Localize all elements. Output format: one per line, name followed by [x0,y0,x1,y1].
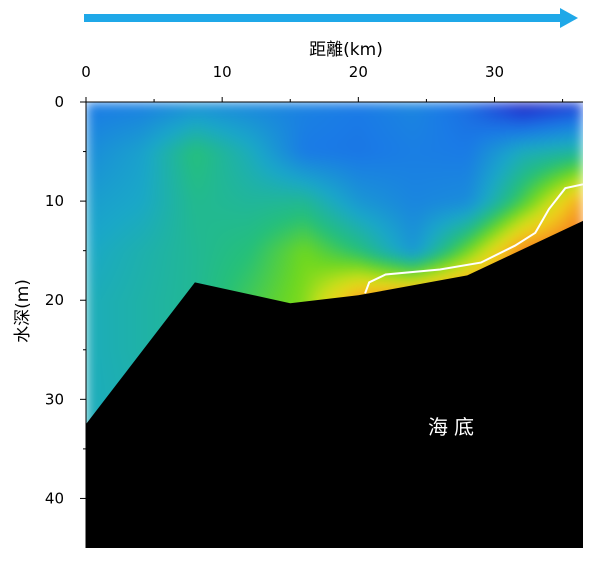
seabed-polygon [86,220,583,548]
y-tick-label: 40 [45,489,64,507]
x-tick-label: 20 [349,63,368,81]
x-axis-title: 距離(km) [309,40,383,60]
y-tick-label: 30 [45,390,64,408]
y-ticks: 0 10 20 30 40 [45,93,86,507]
y-tick-label: 20 [45,291,64,309]
contour-line [364,183,584,294]
y-tick-label: 10 [45,192,64,210]
x-ticks: 0 10 20 30 [81,63,564,102]
y-axis-title: 水深(m) [13,279,33,343]
plot-area: 海底 [86,102,584,548]
x-tick-label: 30 [485,63,504,81]
y-tick-label: 0 [54,93,64,111]
seabed-label: 海底 [428,415,480,439]
x-tick-label: 10 [213,63,232,81]
x-tick-label: 0 [81,63,91,81]
